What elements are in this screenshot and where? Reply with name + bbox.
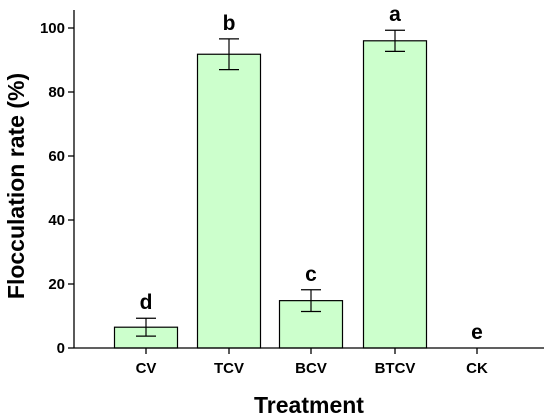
x-axis-title: Treatment [254, 392, 364, 418]
x-tick-label-bcv: BCV [295, 360, 327, 377]
axes-layer: 0 20 40 60 80 100 CV TCV BCV BTCV CK [40, 10, 544, 377]
y-axis-title: Flocculation rate (%) [3, 73, 29, 299]
x-tick-label-ck: CK [466, 360, 488, 377]
x-tick-label-tcv: TCV [214, 360, 244, 377]
y-tick-label: 100 [40, 20, 65, 37]
bar-btcv [362, 40, 428, 349]
labels-layer: d b c a e [140, 3, 483, 344]
significance-label-tcv: b [223, 12, 236, 35]
x-tick-label-btcv: BTCV [375, 360, 416, 377]
significance-label-btcv: a [389, 3, 401, 26]
error-bar-btcv [385, 29, 405, 52]
error-bar-cv [136, 317, 156, 337]
significance-label-ck: e [471, 321, 483, 344]
error-bar-tcv [219, 38, 239, 71]
y-tick-label: 80 [48, 84, 65, 101]
error-bar-bcv [301, 289, 321, 313]
significance-label-cv: d [140, 291, 153, 314]
y-tick-label: 0 [57, 340, 65, 357]
y-tick-label: 40 [48, 212, 65, 229]
x-tick-label-cv: CV [136, 360, 157, 377]
bar-tcv [196, 53, 262, 349]
error-bars-layer [136, 29, 405, 337]
bars-layer [113, 40, 428, 349]
significance-label-bcv: c [305, 263, 317, 286]
y-tick-label: 20 [48, 276, 65, 293]
y-tick-label: 60 [48, 148, 65, 165]
